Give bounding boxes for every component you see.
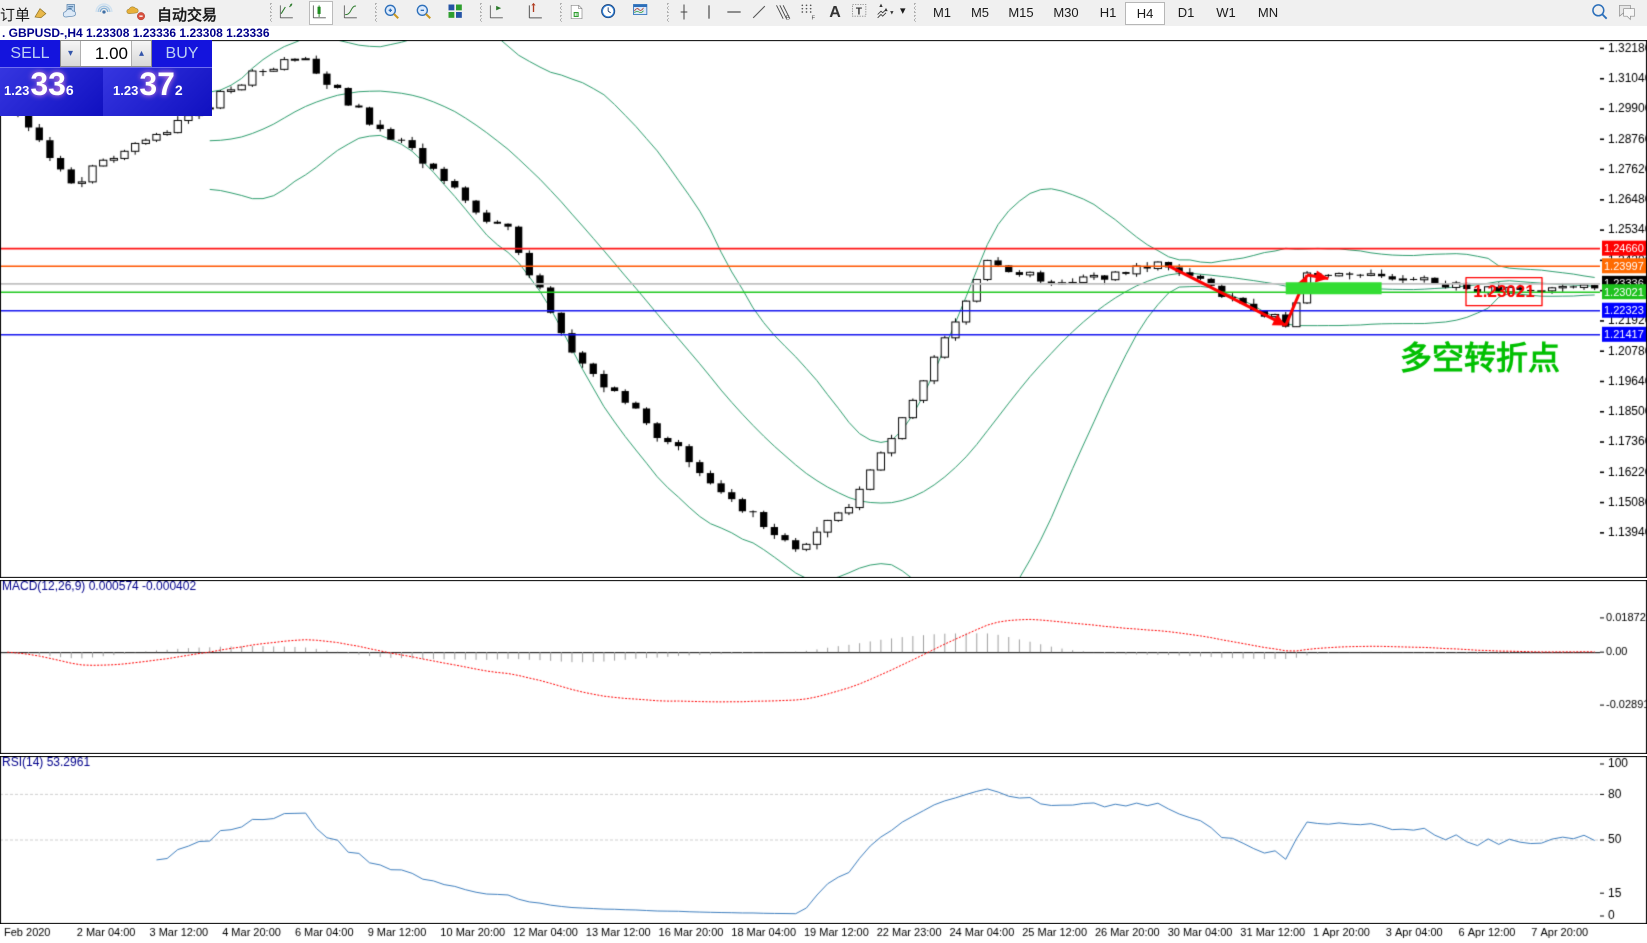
svg-text:T: T [856, 7, 862, 18]
svg-text:F: F [812, 16, 816, 22]
svg-text:E: E [786, 16, 790, 22]
